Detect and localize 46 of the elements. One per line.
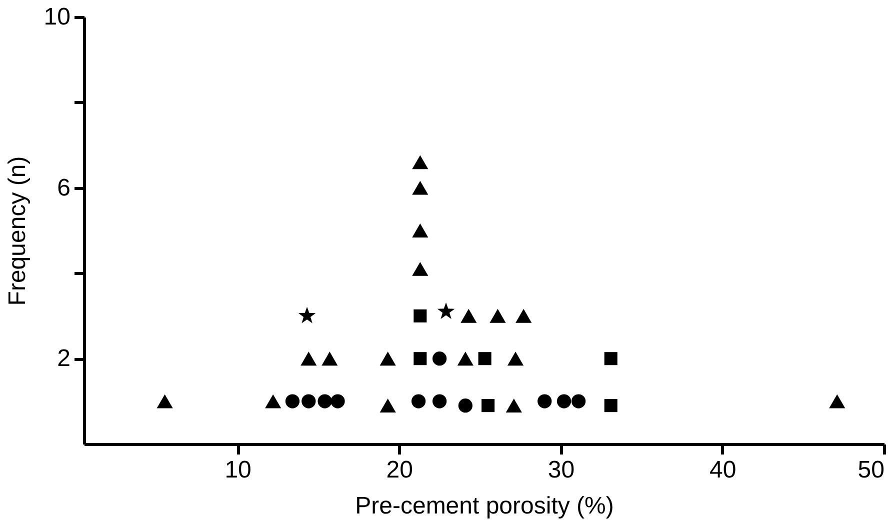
point — [322, 352, 338, 366]
point — [411, 394, 426, 408]
point — [380, 352, 396, 366]
point — [604, 352, 618, 366]
point — [265, 394, 282, 408]
point — [829, 394, 846, 408]
point — [437, 302, 455, 319]
point — [571, 394, 586, 408]
y-axis-title: Frequency (n) — [4, 156, 31, 306]
y-tick-label: 2 — [57, 345, 70, 372]
point — [414, 309, 427, 322]
point — [414, 352, 427, 366]
point — [285, 394, 300, 408]
point — [490, 308, 506, 323]
point — [300, 352, 317, 366]
point — [412, 180, 428, 195]
x-tick-label: 20 — [386, 456, 414, 484]
point — [318, 394, 332, 408]
point — [380, 398, 396, 413]
x-tick-label: 40 — [710, 456, 736, 484]
point — [506, 398, 522, 413]
point — [457, 352, 474, 366]
point — [412, 262, 428, 276]
point — [432, 352, 447, 366]
point — [298, 306, 316, 324]
y-tick-label: 10 — [44, 4, 70, 30]
x-tick-label: 50 — [858, 456, 884, 484]
point — [412, 155, 428, 170]
y-tick-label: 6 — [57, 174, 70, 202]
point — [156, 394, 173, 408]
point — [507, 352, 524, 366]
x-axis-title: Pre-cement porosity (%) — [355, 492, 614, 520]
point — [604, 399, 618, 412]
point — [538, 394, 552, 408]
point — [330, 394, 345, 408]
point — [458, 398, 472, 413]
point — [556, 394, 572, 408]
point — [478, 352, 492, 366]
point — [302, 394, 316, 408]
point — [412, 224, 428, 238]
point — [432, 394, 447, 408]
x-tick-label: 10 — [224, 456, 252, 484]
x-tick-label: 30 — [548, 456, 575, 484]
point — [460, 308, 477, 323]
point — [516, 308, 532, 323]
point — [482, 399, 495, 412]
